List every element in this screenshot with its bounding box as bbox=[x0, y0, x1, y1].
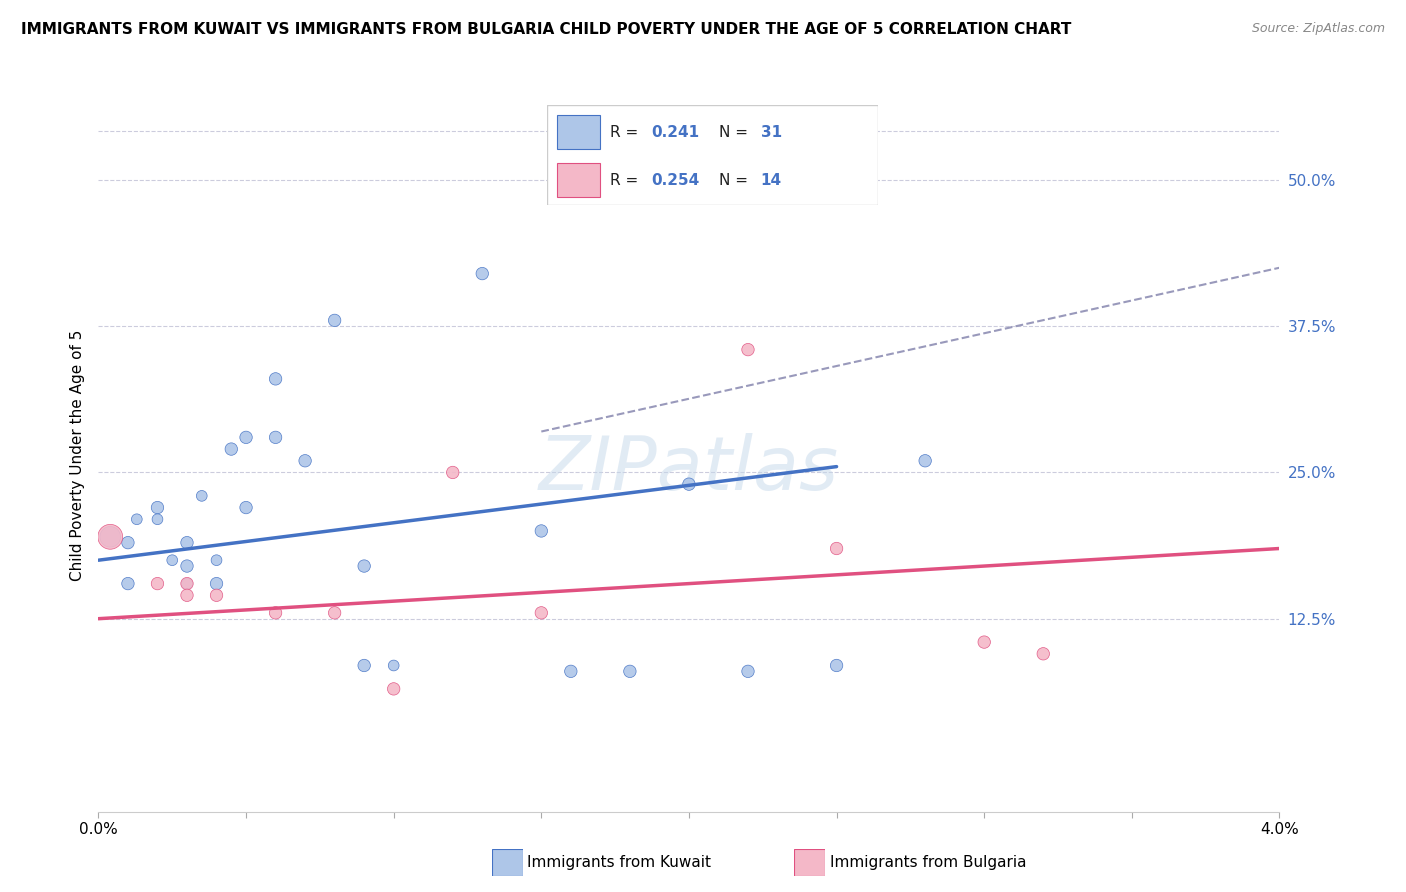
Point bbox=[146, 512, 169, 526]
Point bbox=[914, 454, 936, 468]
Point bbox=[619, 665, 641, 679]
Point bbox=[146, 576, 169, 591]
Point bbox=[323, 606, 346, 620]
Text: Immigrants from Kuwait: Immigrants from Kuwait bbox=[527, 855, 711, 870]
Text: Source: ZipAtlas.com: Source: ZipAtlas.com bbox=[1251, 22, 1385, 36]
Point bbox=[530, 606, 553, 620]
Point bbox=[98, 530, 121, 544]
Point bbox=[162, 553, 183, 567]
Point bbox=[176, 535, 198, 549]
Point bbox=[264, 372, 287, 386]
Point bbox=[382, 658, 405, 673]
Point bbox=[176, 576, 198, 591]
Point bbox=[117, 576, 139, 591]
FancyBboxPatch shape bbox=[794, 849, 825, 876]
Point bbox=[973, 635, 995, 649]
Point bbox=[98, 530, 121, 544]
Text: Immigrants from Bulgaria: Immigrants from Bulgaria bbox=[830, 855, 1026, 870]
FancyBboxPatch shape bbox=[492, 849, 523, 876]
Point bbox=[176, 576, 198, 591]
Point bbox=[235, 500, 257, 515]
Point bbox=[191, 489, 214, 503]
Point bbox=[353, 658, 375, 673]
Point bbox=[323, 313, 346, 327]
Point bbox=[825, 541, 848, 556]
Point bbox=[737, 665, 759, 679]
Point bbox=[1032, 647, 1054, 661]
Point bbox=[441, 466, 464, 480]
Text: ZIPatlas: ZIPatlas bbox=[538, 434, 839, 505]
Point bbox=[146, 500, 169, 515]
Y-axis label: Child Poverty Under the Age of 5: Child Poverty Under the Age of 5 bbox=[69, 329, 84, 581]
Point bbox=[560, 665, 582, 679]
Point bbox=[471, 267, 494, 281]
Point bbox=[678, 477, 700, 491]
Point bbox=[219, 442, 242, 456]
Point bbox=[176, 588, 198, 602]
Point bbox=[117, 535, 139, 549]
Point bbox=[264, 430, 287, 444]
Point bbox=[205, 553, 228, 567]
Point bbox=[825, 658, 848, 673]
Point bbox=[737, 343, 759, 357]
Point bbox=[176, 559, 198, 574]
Point bbox=[125, 512, 148, 526]
Point bbox=[205, 576, 228, 591]
Point bbox=[205, 588, 228, 602]
Point bbox=[235, 430, 257, 444]
Point bbox=[264, 606, 287, 620]
Point bbox=[530, 524, 553, 538]
Point bbox=[353, 559, 375, 574]
Point bbox=[382, 681, 405, 696]
Text: IMMIGRANTS FROM KUWAIT VS IMMIGRANTS FROM BULGARIA CHILD POVERTY UNDER THE AGE O: IMMIGRANTS FROM KUWAIT VS IMMIGRANTS FRO… bbox=[21, 22, 1071, 37]
Point bbox=[294, 454, 316, 468]
